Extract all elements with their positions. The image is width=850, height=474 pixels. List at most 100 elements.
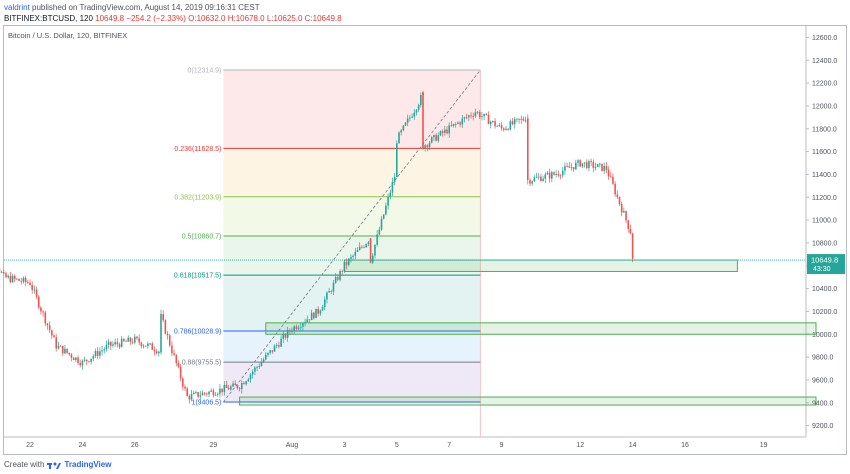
candle-body [44, 312, 47, 324]
candle-body [575, 162, 577, 170]
candle-body [20, 280, 23, 282]
fib-band [223, 69, 481, 149]
candle-body [125, 340, 127, 342]
candle-body [492, 120, 494, 122]
candle-body [380, 218, 383, 230]
candle-body [208, 391, 210, 395]
symbol-line: BITFINEX:BTCUSD, 120 10649.8 −254.2 (−2.… [4, 14, 342, 23]
candle-body [11, 275, 14, 282]
candle-body [186, 388, 188, 397]
candle-body [271, 350, 274, 352]
candle-body [282, 334, 285, 339]
candle-body [616, 194, 619, 197]
candle-body [369, 238, 372, 263]
candle-body [88, 361, 90, 362]
candle-body [289, 330, 291, 332]
candle-body [535, 177, 538, 178]
price-tick-label: 12200.0 [812, 81, 837, 88]
time-tick-label: 12 [576, 442, 584, 449]
candle-body [221, 388, 223, 393]
time-tick-label: Aug [286, 442, 299, 449]
candle-body [53, 335, 55, 338]
candle-body [444, 129, 446, 133]
last-price-label: 10649.8 [811, 256, 838, 265]
candle-body [533, 177, 536, 182]
candle-body [337, 277, 339, 280]
tradingview-brand[interactable]: TradingView [64, 460, 112, 469]
candle-body [280, 338, 282, 347]
fib-band [223, 196, 481, 236]
candle-body [374, 244, 376, 256]
candle-body [99, 351, 101, 356]
candle-body [413, 112, 416, 117]
price-tick-label: 11400.0 [812, 172, 837, 179]
fib-level-label: 0.786(10028.9) [174, 328, 221, 335]
candle-body [396, 167, 398, 178]
candle-body [92, 356, 95, 359]
candle-body [275, 345, 278, 347]
time-tick-label: 14 [629, 442, 637, 449]
candle-body [623, 211, 625, 213]
candle-body [72, 357, 75, 360]
candle-body [129, 337, 132, 342]
candle-body [568, 166, 571, 168]
time-tick-label: 26 [131, 442, 139, 449]
candle-body [306, 319, 309, 323]
candle-body [297, 327, 300, 329]
candle-body [468, 115, 470, 118]
candle-body [411, 116, 413, 118]
candle-body [219, 388, 221, 394]
candle-body [457, 122, 459, 124]
fib-band [223, 148, 481, 197]
time-tick-label: 19 [760, 442, 768, 449]
time-tick-label: 3 [342, 442, 346, 449]
candle-body [188, 396, 191, 400]
candle-body [7, 275, 9, 278]
candle-body [77, 357, 79, 364]
candle-body [398, 132, 400, 144]
candle-body [105, 344, 108, 350]
candle-body [588, 161, 590, 169]
candle-body [175, 354, 178, 364]
candle-body [232, 383, 234, 387]
price-tick-label: 9200.0 [812, 423, 834, 430]
candle-body [625, 211, 627, 221]
candle-body [195, 392, 197, 393]
candle-body [225, 385, 228, 388]
candle-body [16, 278, 18, 280]
candle-body [544, 174, 547, 179]
chart-frame [3, 25, 847, 455]
candle-body [166, 333, 169, 336]
candle-body [57, 345, 60, 349]
candle-body [361, 246, 363, 248]
candle-body [70, 354, 73, 358]
price-tick-label: 9400.0 [812, 400, 834, 407]
candle-body [365, 244, 368, 248]
fib-level-label: 0.382(11203.9) [174, 194, 221, 201]
candle-body [136, 336, 138, 339]
candle-body [590, 161, 592, 163]
publisher-name[interactable]: valdrint [4, 3, 30, 12]
price-tick-label: 10400.0 [812, 286, 837, 293]
last-price-tag [807, 254, 845, 275]
candle-body [27, 281, 29, 283]
candle-body [450, 125, 453, 127]
candle-body [192, 392, 195, 395]
candle-body [131, 341, 134, 343]
candle-body [323, 299, 326, 308]
candle-body [64, 348, 66, 354]
candle-body [120, 338, 123, 347]
candle-body [153, 349, 156, 352]
candle-body [24, 277, 27, 282]
candle-body [61, 345, 64, 354]
candle-body [286, 330, 289, 338]
candle-body [371, 255, 374, 263]
candle-body [83, 359, 86, 361]
candle-body [601, 163, 603, 171]
candle-body [151, 343, 154, 350]
publish-info: valdrint published on TradingView.com, A… [4, 3, 260, 12]
candle-body [478, 112, 481, 118]
candle-body [404, 122, 407, 126]
candle-body [210, 390, 213, 392]
